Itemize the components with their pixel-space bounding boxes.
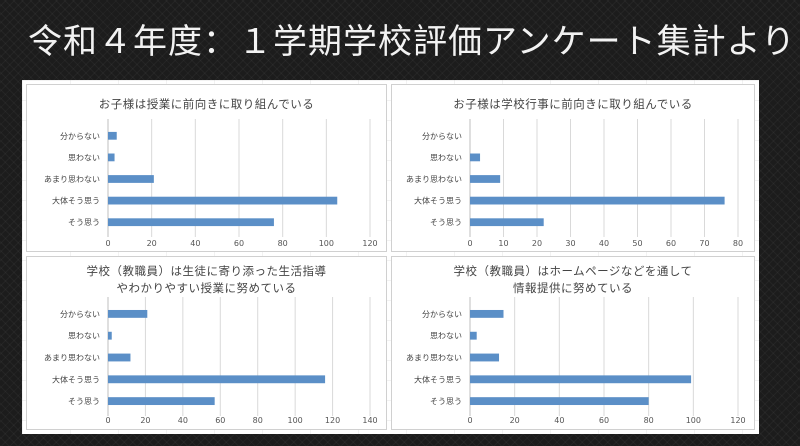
bar	[108, 218, 274, 227]
chart-title-line: やわかりやすい授業に努めている	[116, 281, 297, 295]
chart-panel-class-engagement: お子様は授業に前向きに取り組んでいる 0 20 40 60 80 100 120 分からない思…	[26, 84, 387, 252]
x-tick-label: 60	[666, 239, 676, 248]
slide-title: 令和４年度：１学期学校評価アンケート集計より	[28, 22, 796, 62]
bar	[470, 397, 649, 406]
chart-title-line: お子様は授業に前向きに取り組んでいる	[98, 97, 315, 111]
x-tick-label: 0	[467, 416, 472, 425]
x-tick-label: 120	[362, 239, 377, 248]
x-tick-label: 100	[288, 416, 303, 425]
category-label: 思わない	[68, 332, 100, 341]
x-tick-label: 40	[554, 416, 564, 425]
x-tick-label: 60	[215, 416, 225, 425]
category-label: 分からない	[422, 310, 462, 319]
x-tick-label: 0	[105, 416, 110, 425]
bar	[470, 375, 692, 384]
category-label: 思わない	[68, 153, 100, 162]
x-tick-label: 30	[565, 239, 575, 248]
chart-title: お子様は学校行事に前向きに取り組んでいる	[392, 96, 754, 113]
x-tick-label: 20	[147, 239, 157, 248]
bar	[470, 353, 500, 362]
x-tick-label: 40	[178, 416, 188, 425]
x-tick-label: 60	[599, 416, 609, 425]
category-label: そう思う	[68, 218, 100, 227]
chart-panel-school-events: お子様は学校行事に前向きに取り組んでいる 0 10 20 30 40 50 60 70 80 分か…	[391, 84, 755, 252]
chart-panel-information-provision: 学校（教職員）はホームページなどを通して 情報提供に努めている 0 20 40 60 8…	[391, 256, 755, 430]
x-tick-label: 20	[532, 239, 542, 248]
bar	[108, 309, 148, 318]
bar	[470, 196, 725, 205]
category-label: 大体そう思う	[52, 374, 100, 384]
bar-chart: 0 10 20 30 40 50 60 70 80 分からない思わないあまり思わない大体そう思うそ…	[406, 119, 743, 248]
x-tick-label: 0	[467, 239, 472, 248]
x-tick-label: 60	[234, 239, 244, 248]
x-tick-label: 80	[733, 239, 743, 248]
bar	[108, 353, 131, 362]
chart-title: お子様は授業に前向きに取り組んでいる	[27, 96, 386, 113]
bar	[470, 175, 501, 183]
category-label: 思わない	[430, 153, 462, 162]
x-tick-label: 40	[599, 239, 609, 248]
x-tick-label: 10	[498, 239, 508, 248]
bar	[470, 331, 477, 340]
bar	[108, 375, 326, 384]
bar	[108, 175, 154, 183]
bar	[108, 131, 117, 140]
bar	[108, 153, 115, 162]
category-label: 思わない	[430, 332, 462, 341]
x-tick-label: 80	[253, 416, 263, 425]
category-label: 分からない	[60, 310, 100, 319]
x-tick-label: 50	[632, 239, 642, 248]
chart-title-line: 学校（教職員）は生徒に寄り添った生活指導	[86, 264, 327, 278]
chart-title-line: 学校（教職員）はホームページなどを通して	[453, 264, 693, 278]
chart-title: 学校（教職員）は生徒に寄り添った生活指導 やわかりやすい授業に努めている	[27, 263, 386, 297]
x-tick-label: 100	[319, 239, 334, 248]
category-label: 大体そう思う	[414, 196, 462, 206]
category-label: そう思う	[430, 397, 462, 406]
x-tick-label: 120	[325, 416, 340, 425]
bar-chart: 0 20 40 60 80 100 120 分からない思わないあまり思わない大体そう思うそう思…	[44, 119, 378, 248]
x-tick-label: 100	[686, 416, 701, 425]
chart-panel-guidance-and-teaching: 学校（教職員）は生徒に寄り添った生活指導 やわかりやすい授業に努めている 0 20…	[26, 256, 387, 430]
category-label: あまり思わない	[44, 175, 100, 184]
category-label: 大体そう思う	[52, 196, 100, 206]
category-label: あまり思わない	[406, 354, 462, 363]
bar	[470, 153, 481, 162]
bar	[470, 218, 544, 227]
x-tick-label: 70	[699, 239, 709, 248]
chart-title-line: 情報提供に努めている	[513, 281, 633, 295]
x-tick-label: 40	[190, 239, 200, 248]
category-label: 分からない	[422, 132, 462, 141]
x-tick-label: 20	[510, 416, 520, 425]
x-tick-label: 20	[140, 416, 150, 425]
category-label: あまり思わない	[44, 354, 100, 363]
x-tick-label: 80	[278, 239, 288, 248]
x-tick-label: 0	[105, 239, 110, 248]
bar	[470, 309, 504, 318]
category-label: 大体そう思う	[414, 374, 462, 384]
x-tick-label: 80	[644, 416, 654, 425]
bar	[108, 397, 215, 406]
bar	[108, 196, 338, 205]
survey-sheet: お子様は授業に前向きに取り組んでいる 0 20 40 60 80 100 120 分からない思…	[22, 80, 759, 434]
category-label: そう思う	[430, 218, 462, 227]
chart-title-line: お子様は学校行事に前向きに取り組んでいる	[453, 97, 693, 111]
bar-chart: 0 20 40 60 80 100 120 分からない思わないあまり思わない大体そう思うそう思…	[406, 297, 746, 425]
x-tick-label: 140	[362, 416, 377, 425]
chart-title: 学校（教職員）はホームページなどを通して 情報提供に努めている	[392, 263, 754, 297]
category-label: あまり思わない	[406, 175, 462, 184]
category-label: そう思う	[68, 397, 100, 406]
bar-chart: 0 20 40 60 80 100 120 140 分からない思わないあまり思わない大体そう思う…	[44, 297, 378, 425]
bar	[108, 331, 112, 340]
x-tick-label: 120	[730, 416, 745, 425]
category-label: 分からない	[60, 132, 100, 141]
